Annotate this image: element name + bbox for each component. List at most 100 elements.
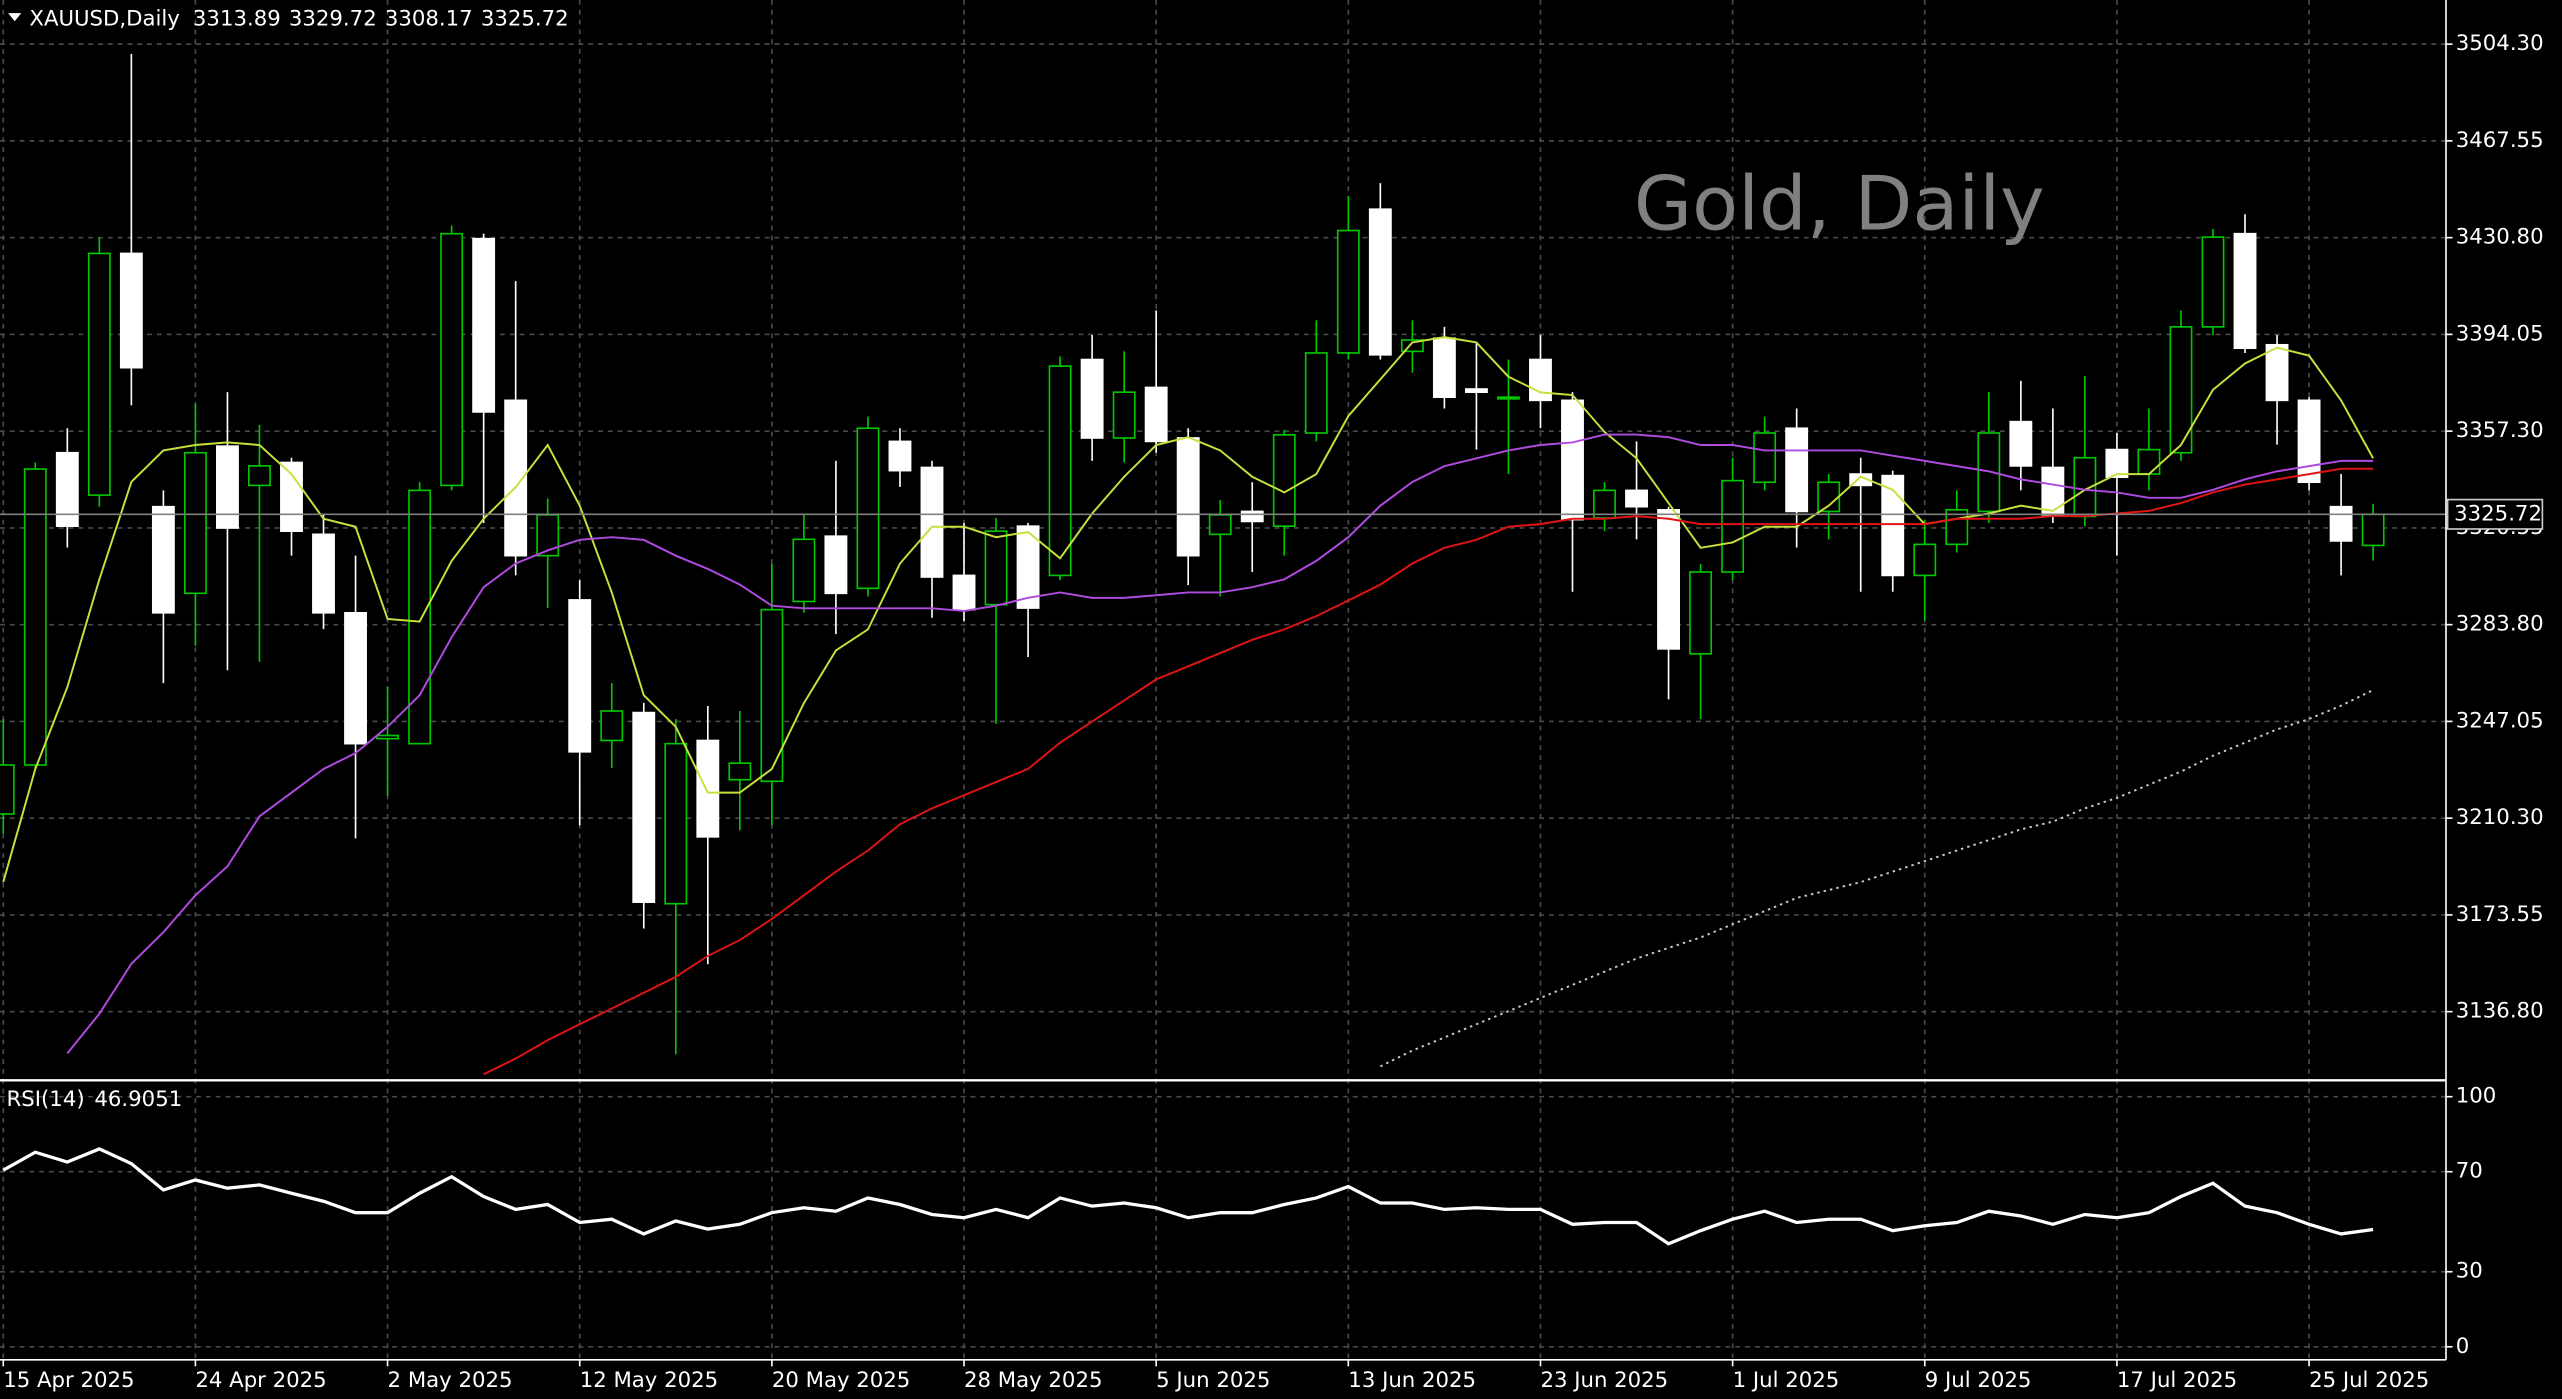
rsi-line: [2, 1147, 2374, 1246]
candle-body: [2009, 420, 2033, 467]
candle-body: [472, 237, 496, 413]
y-tick-label: 3467.55: [2456, 128, 2544, 153]
candle-body: [2105, 448, 2129, 479]
candle-body: [55, 451, 79, 528]
candle-body: [2041, 466, 2065, 516]
candle-body: [0, 764, 15, 815]
candle-body: [1753, 432, 1777, 484]
candle-body: [2201, 236, 2225, 328]
y-tick-label: 3430.80: [2456, 225, 2544, 250]
candle-body: [216, 445, 239, 529]
candle-body: [632, 711, 656, 903]
candle-body: [952, 574, 976, 611]
x-tick-label: 9 Jul 2025: [1925, 1368, 2032, 1393]
candle-body: [568, 599, 592, 753]
candle-body: [1208, 514, 1232, 536]
x-tick-label: 5 Jun 2025: [1156, 1368, 1270, 1393]
y-tick-label: 3357.30: [2456, 418, 2544, 443]
candle-body: [1048, 365, 1072, 577]
moving-average-line: [483, 467, 2374, 1076]
candle-body: [2329, 505, 2353, 542]
candle-body: [1785, 427, 1809, 513]
candle-body: [760, 608, 784, 783]
candle-body: [1400, 339, 1424, 353]
candle-body: [344, 611, 367, 745]
candle-body: [312, 533, 335, 614]
rsi-header: RSI(14) 46.9051: [7, 1087, 183, 1112]
header-open: 3313.89: [193, 7, 281, 32]
x-tick-label: 15 Apr 2025: [3, 1368, 134, 1393]
candle-body: [1529, 358, 1552, 402]
candle-body: [664, 742, 688, 905]
candle-body: [1657, 509, 1681, 650]
candle-body: [2361, 513, 2385, 547]
candle-body: [2137, 448, 2161, 475]
candle-body: [1625, 489, 1648, 508]
plot-layer: [0, 53, 2446, 1246]
candle-body: [2297, 399, 2321, 484]
candle-body: [920, 466, 944, 578]
candle-body: [504, 399, 528, 557]
candle-body: [376, 734, 400, 740]
chart-header: XAUUSD,Daily 3313.89 3329.72 3308.17 3325.72: [29, 7, 568, 32]
x-tick-label: 24 Apr 2025: [195, 1368, 326, 1393]
rsi-last-value: 46.9051: [94, 1087, 182, 1112]
y-tick-label: 3173.55: [2456, 902, 2544, 927]
candle-body: [1721, 479, 1745, 573]
candle-body: [1561, 399, 1584, 521]
moving-average-line: [1379, 689, 2374, 1068]
candle-body: [696, 739, 720, 838]
candle-body: [1881, 474, 1905, 577]
y-tick-label: 3283.80: [2456, 612, 2544, 637]
symbol: XAUUSD,Daily: [29, 7, 179, 32]
x-tick-label: 23 Jun 2025: [1540, 1368, 1668, 1393]
candle-body: [1497, 396, 1520, 400]
x-tick-label: 17 Jul 2025: [2117, 1368, 2237, 1393]
current-price-box: [2446, 498, 2544, 530]
candle-body: [183, 451, 207, 595]
candle-body: [1689, 571, 1713, 655]
header-high: 3329.72: [289, 7, 377, 32]
candle-body: [1272, 434, 1296, 528]
candle-body: [408, 489, 432, 745]
x-tick-label: 28 May 2025: [964, 1368, 1102, 1393]
watermark: Gold, Daily: [1634, 160, 2045, 248]
candle-body: [151, 505, 175, 614]
candle-body: [1464, 388, 1488, 393]
candle-body: [856, 427, 880, 590]
candle-body: [119, 252, 143, 369]
y-tick-label: 3394.05: [2456, 321, 2544, 346]
candle-body: [984, 530, 1008, 606]
candle-body: [1112, 391, 1136, 439]
x-tick-label: 13 Jun 2025: [1348, 1368, 1476, 1393]
candle-body: [1336, 229, 1360, 354]
y-tick-label: 0: [2456, 1334, 2470, 1359]
y-tick-label: 100: [2456, 1084, 2497, 1109]
candle-body: [824, 535, 848, 595]
header-triangle: [8, 13, 22, 22]
x-tick-label: 25 Jul 2025: [2309, 1368, 2429, 1393]
candle-body: [1817, 481, 1841, 513]
candle-body: [728, 762, 752, 781]
candle-body: [1080, 358, 1104, 439]
candle-body: [248, 465, 271, 487]
candle-body: [1304, 352, 1328, 434]
y-tick-label: 70: [2456, 1159, 2483, 1184]
y-tick-label: 3504.30: [2456, 31, 2544, 56]
candle-body: [1849, 473, 1873, 487]
candle-body: [1913, 543, 1937, 577]
candle-body: [440, 232, 464, 487]
candle-body: [87, 252, 111, 496]
x-tick-label: 2 May 2025: [388, 1368, 513, 1393]
candle-body: [280, 461, 303, 533]
y-tick-label: 3210.30: [2456, 805, 2544, 830]
candle-body: [2265, 343, 2289, 402]
candle-body: [792, 538, 816, 603]
y-tick-label: 30: [2456, 1259, 2483, 1284]
rsi-title: RSI(14): [7, 1087, 85, 1112]
candle-body: [888, 440, 912, 472]
candle-body: [1240, 510, 1264, 523]
